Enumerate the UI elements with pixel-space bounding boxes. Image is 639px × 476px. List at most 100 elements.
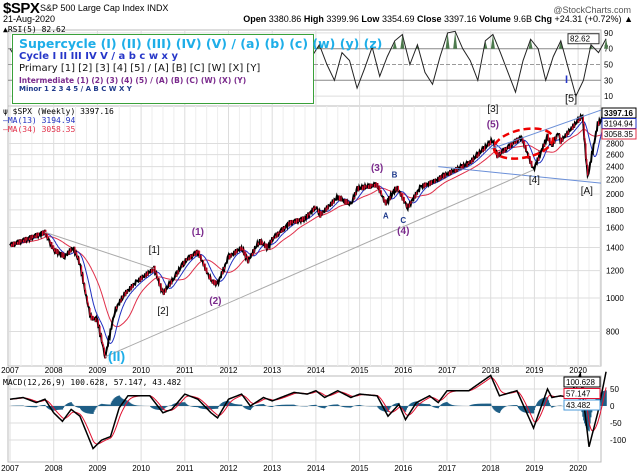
macd-histogram-bar	[289, 404, 291, 406]
macd-histogram-bar	[255, 405, 257, 406]
macd-histogram-bar	[494, 406, 496, 411]
macd-histogram-bar	[33, 406, 36, 408]
macd-histogram-bar	[248, 406, 250, 410]
macd-histogram-bar	[387, 406, 389, 412]
macd-histogram-bar	[279, 405, 281, 406]
macd-histogram-bar	[512, 405, 515, 406]
symbol: $SPX	[3, 0, 40, 17]
macd-histogram-bar	[413, 401, 415, 406]
macd-histogram-bar	[427, 404, 429, 406]
macd-histogram-bar	[470, 404, 473, 406]
macd-histogram-bar	[537, 402, 539, 406]
x-tick-label-bottom: 2019	[526, 464, 544, 473]
macd-histogram-bar	[230, 402, 232, 406]
wave-label: A	[383, 211, 389, 220]
price-title: ψ $SPX (Weekly) 3397.16	[3, 107, 114, 116]
macd-histogram-bar	[52, 406, 54, 411]
macd-histogram-bar	[288, 404, 290, 406]
macd-histogram-bar	[503, 406, 506, 408]
macd-histogram-bar	[217, 406, 220, 407]
macd-histogram-bar	[55, 406, 58, 411]
macd-histogram-bar	[221, 403, 223, 406]
macd-histogram-bar	[521, 406, 523, 412]
x-tick-label-top: 2018	[482, 366, 500, 375]
macd-y-tick-label: 50	[610, 385, 619, 394]
x-tick-label-top: 2015	[351, 366, 369, 375]
macd-histogram-bar	[156, 406, 158, 410]
macd-histogram-bar	[263, 404, 266, 406]
macd-histogram-bar	[420, 403, 423, 406]
macd-histogram-bar	[201, 406, 203, 409]
long-trendline	[105, 169, 534, 358]
macd-histogram-bar	[199, 406, 202, 409]
macd-histogram-bar	[441, 404, 443, 406]
macd-histogram-bar	[452, 405, 454, 406]
macd-histogram-bar	[497, 406, 500, 413]
macd-histogram-bar	[164, 406, 167, 408]
macd-histogram-bar	[409, 404, 411, 406]
macd-histogram-bar	[604, 390, 606, 406]
macd-histogram-bar	[278, 405, 280, 406]
macd-histogram-bar	[488, 403, 490, 406]
macd-histogram-bar	[319, 406, 321, 408]
macd-histogram-bar	[29, 406, 31, 407]
macd-histogram-bar	[62, 406, 65, 408]
macd-histogram-bar	[112, 399, 114, 406]
macd-histogram-bar	[63, 406, 65, 407]
macd-histogram-bar	[245, 406, 247, 409]
macd-histogram-bar	[165, 406, 168, 407]
macd-histogram-bar	[150, 406, 152, 407]
macd-histogram-bar	[517, 406, 520, 409]
macd-histogram-bar	[448, 403, 451, 406]
macd-histogram-bar	[91, 406, 93, 414]
macd-histogram-bar	[173, 403, 175, 406]
macd-histogram-bar	[287, 404, 289, 406]
macd-histogram-bar	[453, 405, 456, 406]
macd-histogram-bar	[400, 406, 403, 409]
macd-histogram-bar	[34, 406, 37, 408]
macd-histogram-bar	[330, 404, 332, 406]
macd-histogram-bar	[47, 406, 50, 409]
macd-histogram-bar	[350, 406, 352, 408]
site-credit[interactable]: @StockCharts.com	[553, 5, 631, 15]
macd-histogram-bar	[546, 397, 549, 406]
macd-histogram-bar	[290, 404, 293, 406]
macd-histogram-bar	[582, 406, 584, 417]
macd-histogram-bar	[485, 403, 487, 406]
macd-histogram-bar	[239, 404, 241, 406]
macd-histogram-bar	[171, 405, 173, 406]
panel-frame	[7, 375, 602, 463]
macd-histogram-bar	[26, 406, 28, 407]
macd-histogram-bar	[451, 404, 453, 406]
close-label: Close	[417, 14, 442, 24]
macd-y-tick-label: 0	[610, 402, 615, 411]
macd-histogram-bar	[482, 403, 484, 406]
macd-histogram-bar	[252, 406, 254, 408]
open-value: 3380.86	[268, 14, 302, 24]
macd-histogram-bar	[410, 403, 413, 406]
price-y-tick-label: 1600	[606, 223, 624, 232]
macd-histogram-bar	[403, 406, 405, 411]
macd-histogram-bar	[336, 404, 338, 406]
x-tick-label-bottom: 2015	[351, 464, 369, 473]
macd-histogram-bar	[269, 406, 272, 407]
rsi-value-box	[567, 33, 600, 45]
macd-histogram-bar	[532, 406, 535, 414]
macd-histogram-bar	[106, 404, 108, 406]
macd-histogram-bar	[537, 401, 540, 406]
macd-histogram-bar	[262, 404, 264, 406]
macd-histogram-bar	[490, 403, 492, 406]
macd-histogram-bar	[214, 406, 216, 409]
macd-histogram-bar	[531, 406, 533, 414]
macd-histogram-bar	[522, 406, 525, 413]
macd-histogram-bar	[474, 404, 476, 406]
macd-value-box	[563, 388, 601, 399]
macd-histogram-bar	[346, 406, 349, 408]
macd-histogram-bar	[551, 406, 553, 408]
rsi-y-tick-label: 10	[604, 92, 613, 101]
macd-histogram-bar	[453, 405, 455, 406]
macd-histogram-bar	[471, 404, 473, 406]
macd-histogram-bar	[534, 406, 536, 408]
macd-histogram-bar	[529, 406, 531, 414]
x-tick-label-top: 2017	[438, 366, 456, 375]
